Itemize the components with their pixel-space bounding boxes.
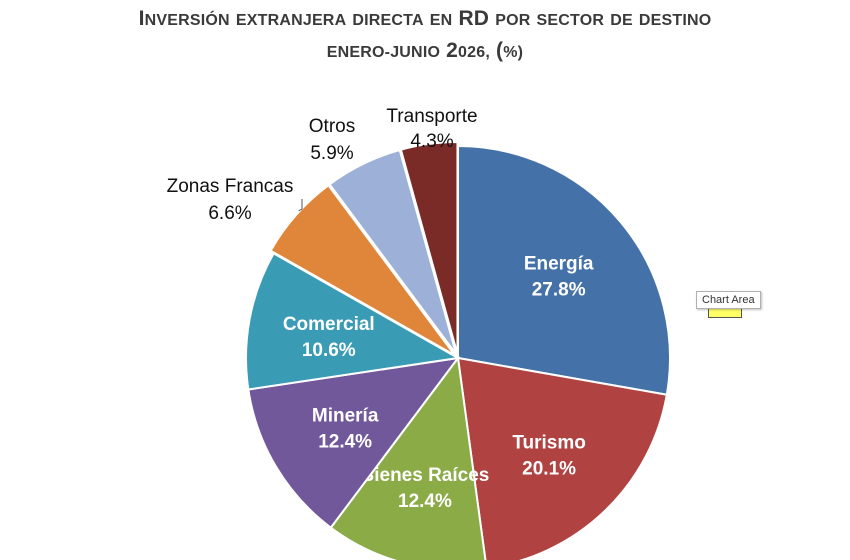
slice-label-turismo: Turismo [512,433,586,454]
pie-slice-energia[interactable] [457,144,671,396]
slice-value-transporte: 4.3% [410,131,453,152]
slice-value-otros: 5.9% [310,143,353,164]
chart-area-tooltip: Chart Area [696,291,761,309]
chart-title: INVERSIÓN EXTRANJERA DIRECTA EN RD POR S… [0,4,850,68]
slice-label-energia: Energía [524,253,594,274]
slice-label-mineria: Minería [312,405,379,426]
tooltip-tail [708,309,742,318]
leader-line-zonas-francas [298,199,303,212]
slice-value-turismo: 20.1% [522,459,576,480]
slice-value-comercial: 10.6% [302,340,356,361]
pie-slice-otros[interactable] [328,148,458,356]
slice-label-comercial: Comercial [283,314,375,335]
pie-slice-turismo[interactable] [456,356,668,560]
slice-value-energia: 27.8% [532,279,586,300]
pie-slice-mineria[interactable] [247,356,461,530]
slice-label-transporte: Transporte [386,106,477,127]
pie-slice-comercial[interactable] [245,251,462,391]
slice-value-mineria: 12.4% [318,431,372,452]
slice-value-bienes-raices: 12.4% [398,491,452,512]
pie-slice-zonas-francas[interactable] [269,183,456,357]
chart-title-line2: ENERO-JUNIO 2026, (%) [326,39,524,62]
slice-label-bienes-raices: Bienes Raíces [361,465,490,486]
pie-slice-bienes-raices[interactable] [329,355,487,560]
slice-label-otros: Otros [309,116,355,137]
slice-label-zonas-francas: Zonas Francas [167,176,294,197]
pie-slice-transporte[interactable] [399,141,459,355]
chart-title-line1: INVERSIÓN EXTRANJERA DIRECTA EN RD POR S… [138,7,712,30]
slice-value-zonas-francas: 6.6% [208,203,251,224]
